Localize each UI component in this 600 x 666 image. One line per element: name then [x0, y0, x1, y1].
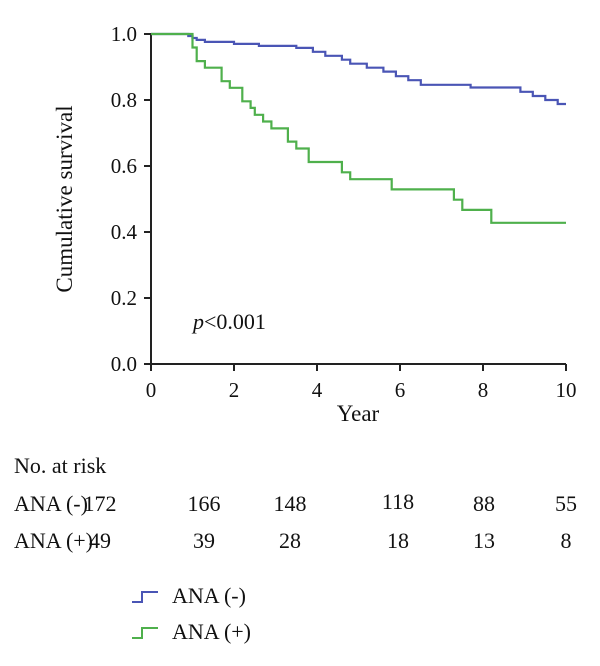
risk-cell: 148 [273, 491, 307, 516]
x-tick-label: 6 [395, 378, 406, 402]
legend-label-ana-positive: ANA (+) [172, 619, 252, 644]
risk-cell: 39 [193, 528, 215, 553]
legend-swatch-line-ana-positive [132, 627, 158, 639]
risk-cell: 118 [381, 489, 415, 514]
legend-label-ana-negative: ANA (-) [172, 583, 246, 608]
legend-item-ana-positive: ANA (+) [130, 619, 252, 644]
survival-curve-ana-negative [151, 32, 566, 106]
legend-swatch-ana-negative [132, 591, 158, 603]
survival-curve-ana-positive [151, 32, 566, 224]
x-tick-label: 8 [478, 378, 489, 402]
legend-item-ana-negative: ANA (-) [130, 583, 246, 608]
risk-cell: 13 [473, 528, 495, 553]
y-tick-label: 0.8 [111, 88, 137, 112]
y-tick-label: 0.6 [111, 154, 137, 178]
risk-cell: 8 [560, 528, 572, 553]
y-tick-label: 0.2 [111, 286, 137, 310]
x-tick-label: 0 [146, 378, 157, 402]
risk-table-title: No. at risk [14, 453, 107, 478]
y-axis-title: Cumulative survival [52, 105, 77, 292]
risk-cell: 49 [89, 528, 111, 553]
risk-cell: 88 [473, 491, 495, 516]
risk-cell: 18 [387, 528, 409, 553]
risk-cell: 28 [279, 528, 301, 553]
risk-row-label: ANA (+) [14, 528, 94, 553]
risk-cell: 172 [83, 491, 117, 516]
x-tick-label: 4 [312, 378, 323, 402]
legend-swatch-ana-positive [132, 627, 158, 639]
p-value-annotation: p<0.001 [191, 309, 266, 334]
x-axis-title: Year [337, 401, 380, 426]
y-tick-label: 1.0 [111, 22, 137, 46]
risk-cell: 166 [187, 491, 221, 516]
legend-swatch-line-ana-negative [132, 591, 158, 603]
x-tick-label: 10 [556, 378, 577, 402]
risk-row-label: ANA (-) [14, 491, 88, 516]
y-tick-label: 0.0 [111, 352, 137, 376]
survival-chart: 0.0 0.2 0.4 0.6 0.8 1.0 0 2 4 6 8 10 Cumulative su… [52, 22, 577, 426]
risk-cell: 55 [555, 491, 577, 516]
y-tick-label: 0.4 [111, 220, 138, 244]
x-tick-label: 2 [229, 378, 240, 402]
